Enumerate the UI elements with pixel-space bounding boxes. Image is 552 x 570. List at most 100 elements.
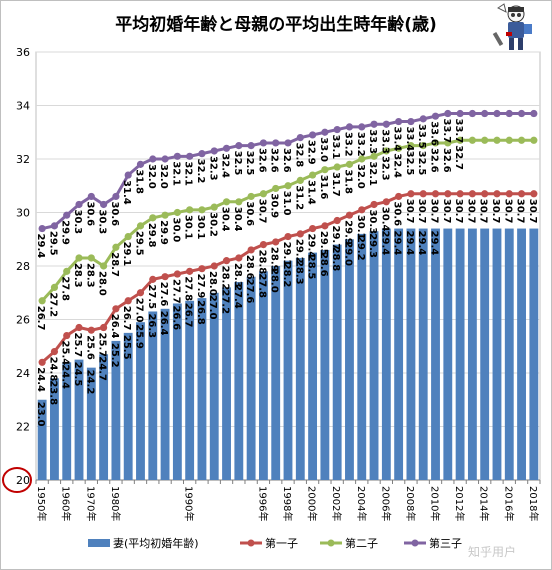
- line-data-label: 27.7: [170, 279, 181, 304]
- legend-bar-swatch: [88, 539, 110, 547]
- legend-item-second-child: 第二子: [320, 535, 378, 551]
- line-data-label: 33.2: [342, 132, 353, 157]
- line-data-label: 26.7: [35, 306, 46, 331]
- bar-data-label: 29.4: [404, 231, 415, 256]
- line-data-label: 30.7: [453, 199, 464, 224]
- line-data-label: 28.6: [244, 255, 255, 280]
- series-point: [395, 192, 403, 201]
- bar-data-label: 27.6: [244, 279, 255, 304]
- line-data-label: 32.2: [195, 159, 206, 184]
- bar-data-label: 26.3: [146, 313, 157, 338]
- line-data-label: 31.2: [293, 185, 304, 210]
- line-data-label: 32.5: [244, 151, 255, 176]
- series-point: [136, 222, 145, 230]
- series-point: [345, 123, 354, 131]
- line-data-label: 32.1: [183, 161, 194, 186]
- bar-data-label: 24.7: [97, 356, 108, 381]
- line-data-label: 31.4: [121, 180, 132, 205]
- line-data-label: 24.4: [35, 367, 46, 392]
- series-point: [370, 152, 378, 160]
- x-tick-label: 2004年: [355, 486, 368, 521]
- line-data-label: 29.5: [133, 231, 144, 256]
- bar: [185, 300, 195, 480]
- line-data-label: 30.6: [244, 201, 255, 226]
- line-data-label: 27.8: [60, 276, 71, 301]
- line-data-label: 28.3: [84, 263, 95, 288]
- series-point: [407, 142, 415, 150]
- series-point: [382, 198, 390, 206]
- series-point: [284, 139, 292, 147]
- bar: [271, 266, 281, 480]
- bar: [209, 292, 219, 480]
- legend-item-bar: 妻(平均初婚年齢): [88, 535, 199, 551]
- series-point: [112, 305, 120, 313]
- series-point: [38, 358, 46, 366]
- line-data-label: 30.7: [478, 199, 489, 224]
- series-point: [75, 254, 83, 262]
- line-data-label: 32.1: [367, 161, 378, 186]
- line-data-label: 33.7: [453, 119, 464, 144]
- line-data-label: 32.9: [306, 140, 317, 165]
- bar: [295, 257, 305, 480]
- bar: [111, 340, 121, 480]
- line-data-label: 30.1: [195, 215, 206, 240]
- line-data-label: 25.6: [84, 335, 95, 360]
- line-data-label: 25.7: [97, 333, 108, 358]
- y-tick-label: 22: [16, 421, 30, 434]
- bar: [332, 244, 342, 480]
- series-point: [481, 136, 489, 144]
- line-data-label: 30.0: [170, 218, 181, 243]
- line-data-label: 30.3: [72, 209, 83, 234]
- series-point: [50, 283, 59, 291]
- series-point: [161, 155, 169, 163]
- series-point: [161, 273, 169, 281]
- series-point: [321, 222, 329, 230]
- series-point: [468, 109, 476, 118]
- bar: [37, 399, 47, 480]
- line-data-label: 31.8: [342, 169, 353, 194]
- bar: [99, 354, 109, 480]
- x-tick-label: 1996年: [256, 486, 269, 521]
- series-point: [517, 109, 526, 118]
- bar: [504, 228, 514, 480]
- series-point: [259, 139, 268, 147]
- bar-data-label: 27.0: [207, 295, 218, 320]
- line-data-label: 31.8: [133, 169, 144, 194]
- line-data-label: 30.3: [97, 209, 108, 234]
- line-data-label: 32.1: [170, 161, 181, 186]
- line-data-label: 28.9: [269, 247, 280, 272]
- bar-data-label: 29.4: [392, 231, 403, 256]
- line-data-label: 30.4: [220, 207, 231, 232]
- line-data-label: 31.7: [330, 172, 341, 197]
- series-point: [112, 243, 120, 251]
- line-data-label: 29.1: [281, 242, 292, 267]
- series-point: [173, 270, 181, 278]
- y-tick-label: 32: [16, 153, 30, 166]
- bar-data-label: 25.9: [133, 324, 144, 349]
- series-point: [100, 200, 108, 209]
- series-point: [358, 155, 366, 163]
- series-point: [456, 190, 464, 198]
- bar: [480, 228, 490, 480]
- series-point: [395, 144, 403, 152]
- series-point: [235, 254, 243, 262]
- bar: [160, 308, 170, 480]
- series-point: [481, 109, 489, 118]
- y-tick-label: 20: [16, 474, 30, 487]
- series-point: [530, 136, 538, 144]
- bar: [258, 271, 268, 480]
- series-point: [382, 147, 390, 155]
- series-point: [259, 190, 268, 198]
- series-point: [272, 139, 280, 147]
- series-point: [505, 109, 513, 118]
- x-tick-label: 2006年: [379, 486, 392, 521]
- line-data-label: 32.5: [416, 151, 427, 176]
- watermark: 知乎用户: [468, 545, 517, 559]
- line-data-label: 28.8: [256, 250, 267, 275]
- line-data-label: 30.2: [207, 212, 218, 237]
- line-data-label: 28.3: [72, 263, 83, 288]
- series-point: [333, 163, 341, 171]
- series-point: [444, 139, 452, 147]
- series-point: [50, 348, 59, 356]
- line-data-label: 32.0: [158, 164, 169, 189]
